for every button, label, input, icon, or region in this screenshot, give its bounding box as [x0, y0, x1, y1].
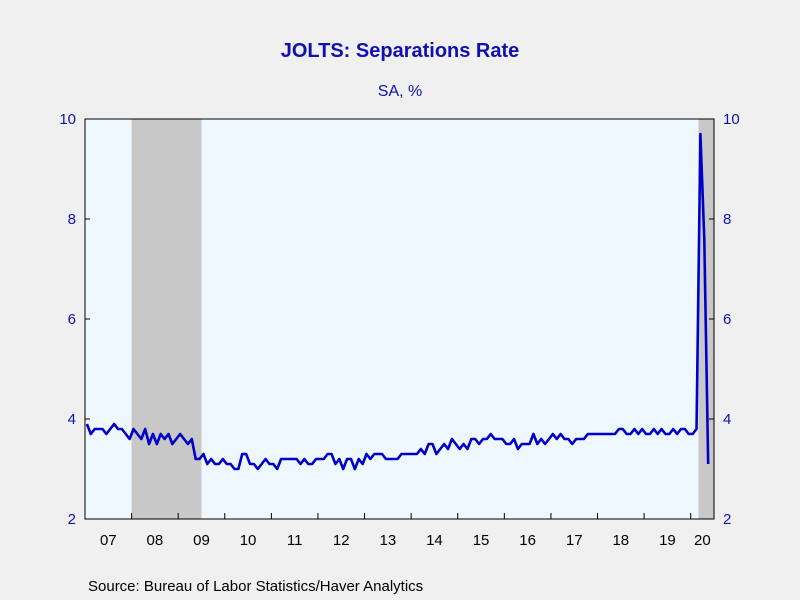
y-tick-label-left: 2: [68, 511, 76, 528]
y-tick-label-left: 8: [68, 211, 76, 228]
x-tick-label: 16: [519, 532, 536, 549]
x-tick-label: 19: [659, 532, 676, 549]
recession-band: [131, 119, 202, 519]
chart-source: Source: Bureau of Labor Statistics/Haver…: [88, 578, 423, 595]
y-tick-label-left: 4: [68, 411, 76, 428]
x-tick-label: 20: [694, 532, 711, 549]
x-tick-label: 12: [333, 532, 350, 549]
plot-frame: [84, 118, 715, 520]
x-tick-label: 13: [380, 532, 397, 549]
y-tick-label-right: 8: [723, 211, 731, 228]
x-tick-label: 18: [612, 532, 629, 549]
x-tick-label: 10: [240, 532, 257, 549]
series-line-separations-rate: [85, 132, 710, 471]
x-tick-label: 17: [566, 532, 583, 549]
y-tick-label-right: 6: [723, 311, 731, 328]
x-tick-label: 07: [100, 532, 117, 549]
x-tick-label: 11: [287, 532, 303, 549]
y-tick-label-left: 6: [68, 311, 76, 328]
y-tick-label-right: 4: [723, 411, 731, 428]
chart-title: JOLTS: Separations Rate: [281, 40, 520, 62]
y-tick-label-right: 10: [723, 111, 740, 128]
y-tick-label-left: 10: [59, 111, 76, 128]
chart-subtitle: SA, %: [378, 83, 422, 100]
y-tick-label-right: 2: [723, 511, 731, 528]
x-tick-label: 14: [426, 532, 443, 549]
x-tick-label: 15: [473, 532, 490, 549]
axis-labels: 2 2 4 4 6 6 8 8 10 10 07 08 09 10 11 12 13 14 15 16 17 18 19 20: [59, 111, 739, 549]
x-tick-label: 08: [147, 532, 164, 549]
x-tick-label: 09: [193, 532, 210, 549]
